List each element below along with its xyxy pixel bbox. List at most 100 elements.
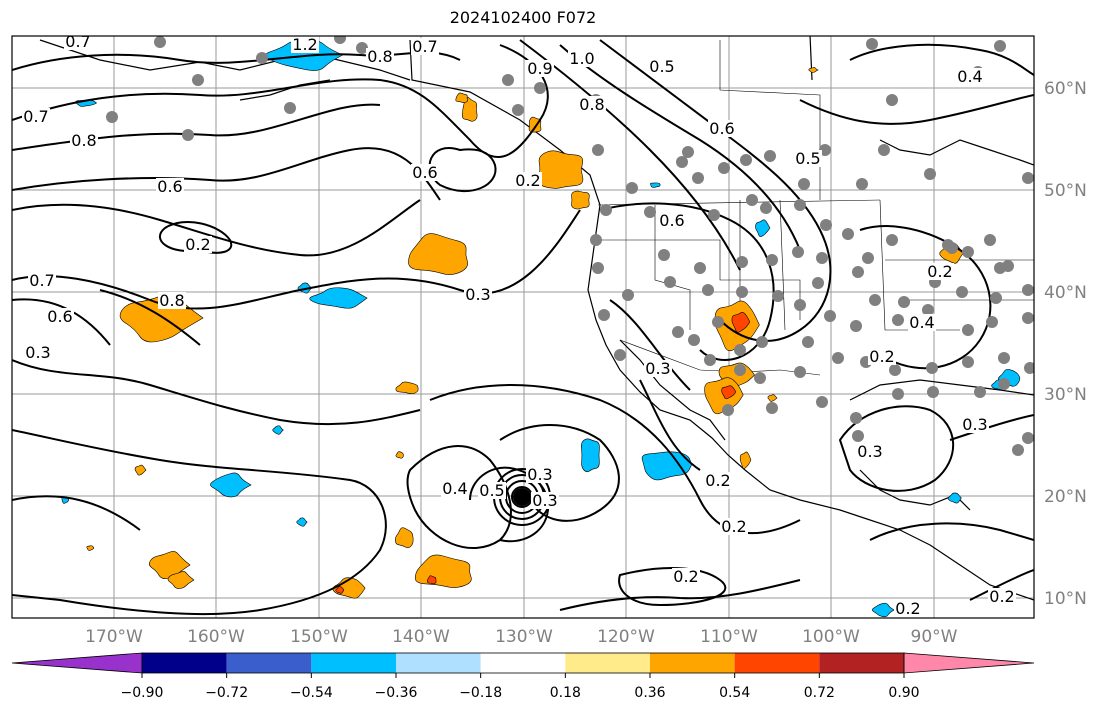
station-marker [956,286,968,298]
station-marker [658,249,670,261]
contour-label-bg [956,68,984,85]
colorbar-segment [734,653,820,673]
station-marker [842,228,854,240]
station-marker [682,146,694,158]
contour-label: 0.2 [869,347,894,366]
contour-label: 0.3 [532,491,557,510]
contour-label: 0.2 [721,517,746,536]
station-marker [862,252,874,264]
contour-label-bg [64,36,92,50]
contour-label: 0.2 [705,471,730,490]
station-marker [664,276,676,288]
station-marker [734,364,746,376]
station-marker [694,262,706,274]
station-marker [856,178,868,190]
positive-anomaly-area [395,381,419,395]
station-marker [626,182,638,194]
station-marker [820,219,832,231]
station-marker [592,144,604,156]
colorbar-max-arrow [903,652,1035,674]
negative-anomaly-area [210,472,252,498]
station-marker [792,246,804,258]
station-marker [734,344,746,356]
station-marker [852,430,864,442]
contour-label: 0.2 [185,235,210,254]
station-marker [1012,444,1024,456]
station-marker [614,349,626,361]
station-marker [740,154,752,166]
station-marker [924,168,936,180]
station-marker [598,309,610,321]
contour-label: 0.7 [412,37,437,56]
lat-tick-label: 50°N [1044,181,1087,201]
positive-anomaly-area [571,190,590,210]
lat-tick-label: 30°N [1044,385,1087,405]
strong-positive-anomaly-area [335,586,345,594]
station-marker [692,172,704,184]
colorbar-tick-label: −0.72 [205,685,248,701]
colorbar-frame [141,652,905,674]
station-marker [962,246,974,258]
latitude-labels: 10°N 20°N 30°N 40°N 50°N 60°N [1044,79,1087,609]
colorbar-labels: −0.90 −0.72 −0.54 −0.36 −0.18 0.18 0.36 0.54 0.7… [121,673,920,701]
contour-label: 0.4 [957,67,982,86]
positive-anomaly-area [167,571,195,589]
lon-tick-label: 170°W [85,627,143,647]
map-frame [11,35,1035,619]
colorbar-tick-label: 0.36 [634,685,665,701]
colorbar-tick-label: 0.90 [888,685,919,701]
station-marker [284,102,296,114]
colorbar-segment [311,653,396,673]
contour-label: 0.3 [527,465,552,484]
station-marker [600,204,612,216]
contour-label: 0.8 [367,47,392,66]
station-marker [756,336,768,348]
station-marker [998,352,1010,364]
contour-label: 1.0 [569,49,594,68]
contour-label-bg [961,416,989,433]
lon-tick-label: 150°W [290,627,348,647]
station-marker [356,42,368,54]
contour-label: 0.5 [795,149,820,168]
station-marker [718,162,730,174]
colorbar-tick-label: 0.18 [550,685,581,701]
contour-label-bg [158,292,186,309]
colorbar-segment [819,653,904,673]
map-title: 2024102400 F072 [449,8,597,27]
contour-label-bg [478,482,506,499]
contour-label: 0.7 [23,107,48,126]
contour-label-bg [28,272,56,289]
station-marker [1022,432,1034,444]
contour-label: 0.3 [962,415,987,434]
colorbar-tick-label: −0.54 [290,685,333,701]
positive-anomaly-regions [86,67,964,599]
station-marker [746,194,758,206]
station-marker [736,286,748,298]
colorbar [11,652,1035,674]
station-marker [866,38,878,50]
contour-label: 0.5 [479,481,504,500]
lat-tick-label: 40°N [1044,283,1087,303]
station-marker [794,199,806,211]
lon-tick-label: 90°W [911,627,958,647]
colorbar-segment [226,653,312,673]
lon-tick-label: 120°W [597,627,655,647]
contour-label-bg [24,344,52,361]
station-marker [534,82,546,94]
contour-label-bg [568,50,596,67]
positive-anomaly-area [408,233,468,275]
positive-anomaly-area [767,394,778,402]
contour-label: 0.8 [579,95,604,114]
contour-label-bg [441,480,469,497]
contour-label: 0.3 [25,343,50,362]
station-marker [106,111,118,123]
station-marker [334,36,346,44]
storm-center-marker [513,488,531,506]
station-marker [192,74,204,86]
contour-labels: 0.7 1.2 0.8 0.7 1.0 0.5 0.9 0.4 0.8 0.7 0.8 0.6 0.6 0… [22,36,1016,618]
colorbar-min-arrow [11,652,143,674]
station-marker [622,289,634,301]
station-marker [590,234,602,246]
station-marker [889,364,901,376]
